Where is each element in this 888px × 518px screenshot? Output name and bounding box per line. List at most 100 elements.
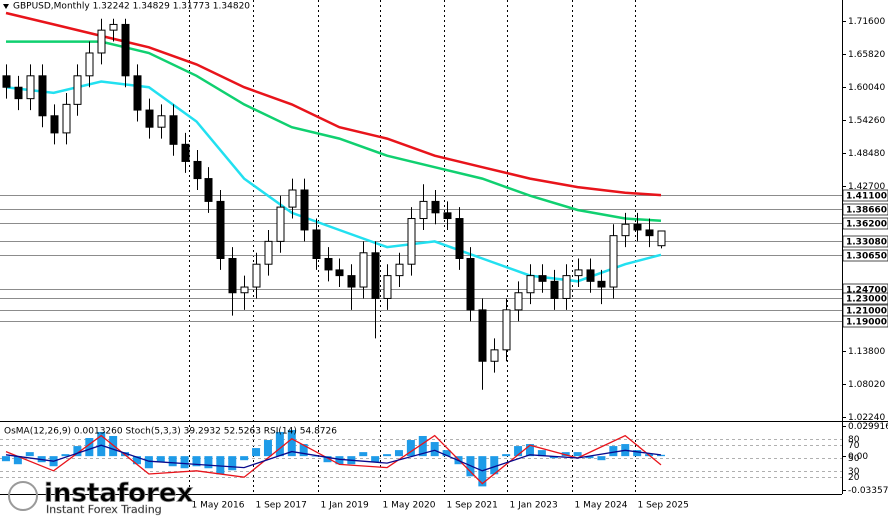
x-tick-label: 1 May 2016	[192, 501, 245, 511]
osma-bar	[275, 431, 284, 457]
osma-bar	[573, 452, 582, 457]
candle-body	[383, 275, 392, 299]
x-tick-label: 1 May 2020	[383, 501, 436, 511]
level-label: 1.38660	[846, 206, 887, 216]
osma-bar	[549, 456, 558, 459]
candle-body	[181, 143, 190, 162]
y-tick-label: -0.033574	[848, 486, 888, 496]
candle-body	[574, 269, 583, 277]
candle-body	[455, 218, 464, 259]
osma-bar	[1, 456, 10, 462]
y2-tick-label: 20	[848, 473, 860, 483]
osma-bar	[13, 456, 22, 465]
candle-body	[312, 229, 321, 259]
candle-body	[240, 286, 249, 294]
candle-body	[538, 275, 547, 282]
osma-bar	[132, 456, 141, 465]
candle-body	[264, 240, 273, 265]
level-label-box	[842, 292, 888, 305]
osma-bar	[656, 454, 665, 457]
osma-bar	[311, 456, 320, 457]
osma-bar	[406, 440, 415, 457]
x-tick-label: 1 Sep 2025	[638, 501, 689, 511]
osma-bar	[204, 456, 213, 469]
osma-bar	[514, 446, 523, 457]
y2-tick-label: 70	[848, 441, 860, 451]
level-label: 1.23000	[846, 295, 887, 305]
candle-body	[288, 189, 297, 208]
candle-body	[26, 75, 35, 100]
osma-bar	[287, 429, 296, 457]
candle-body	[395, 263, 404, 277]
osma-bar	[240, 456, 249, 461]
candle-body	[466, 257, 475, 311]
osma-bar	[442, 450, 451, 457]
x-tick-label: 1 Jan 2019	[321, 501, 369, 511]
level-label-box	[842, 235, 888, 248]
osma-bar	[85, 438, 94, 457]
candle-body	[490, 349, 499, 362]
y2-tick-label: 30	[848, 467, 860, 477]
osma-bar	[430, 442, 439, 457]
osma-bar	[263, 440, 272, 457]
candle-body	[645, 229, 654, 237]
level-label: 1.24700	[846, 286, 887, 296]
x-tick-label: 1 May 2024	[575, 501, 628, 511]
y-tick-label: 1.54260	[848, 116, 885, 126]
osma-bar	[418, 435, 427, 457]
x-tick-label: 1 Sep 2021	[447, 501, 498, 511]
candle-body	[419, 200, 428, 220]
candle-body	[204, 178, 213, 202]
y-tick-label: 0.00	[848, 452, 868, 462]
candle-body	[193, 160, 202, 180]
candle-body	[145, 109, 154, 128]
indicator-title: OsMA(12,26,9) 0.0013260 Stoch(5,3,3) 39.…	[4, 427, 337, 437]
osma-bar	[490, 456, 499, 475]
osma-bar	[323, 456, 332, 463]
candle-body	[407, 218, 416, 265]
candle-body	[478, 309, 487, 362]
candle-body	[657, 230, 666, 247]
osma-bar	[502, 454, 511, 457]
osma-bar	[97, 431, 106, 457]
watermark-logo	[8, 481, 38, 511]
osma-bar	[109, 435, 118, 457]
candle-body	[216, 200, 225, 259]
candle-body	[431, 200, 440, 214]
osma-bar	[383, 454, 392, 457]
level-label: 1.30650	[846, 252, 887, 262]
candle-body	[514, 292, 523, 311]
y2-tick-label: 80	[848, 435, 860, 445]
candle-body	[502, 309, 511, 351]
level-label: 1.21000	[846, 307, 887, 317]
candle-body	[633, 223, 642, 231]
oscillator-line	[5, 444, 662, 472]
candle-body	[109, 23, 118, 31]
candle-body	[526, 275, 535, 294]
osma-bar	[144, 456, 153, 469]
osma-bar	[228, 456, 237, 471]
candle-body	[300, 189, 309, 231]
y-tick-label: 1.08020	[848, 380, 885, 390]
osma-bar	[168, 456, 177, 467]
candle-body	[597, 280, 606, 288]
candle-body	[121, 23, 130, 77]
watermark-tagline: Instant Forex Trading	[46, 503, 162, 516]
level-label-box	[842, 249, 888, 262]
level-label-box	[842, 189, 888, 202]
osma-bar	[192, 456, 201, 467]
candle-body	[347, 275, 356, 288]
level-label-box	[842, 217, 888, 230]
y-tick-label: 1.13800	[848, 347, 885, 357]
y-tick-label: 1.65820	[848, 50, 885, 60]
candle-body	[62, 103, 71, 134]
osma-bar	[525, 444, 534, 457]
osma-bar	[252, 448, 261, 457]
moving-average	[5, 80, 662, 283]
y-tick-label: 1.42700	[848, 182, 885, 192]
osma-bar	[299, 444, 308, 457]
y2-tick-label: 50	[848, 454, 860, 464]
level-label: 1.41100	[846, 192, 887, 202]
candle-body	[371, 252, 380, 299]
symbol-marker	[3, 4, 9, 9]
